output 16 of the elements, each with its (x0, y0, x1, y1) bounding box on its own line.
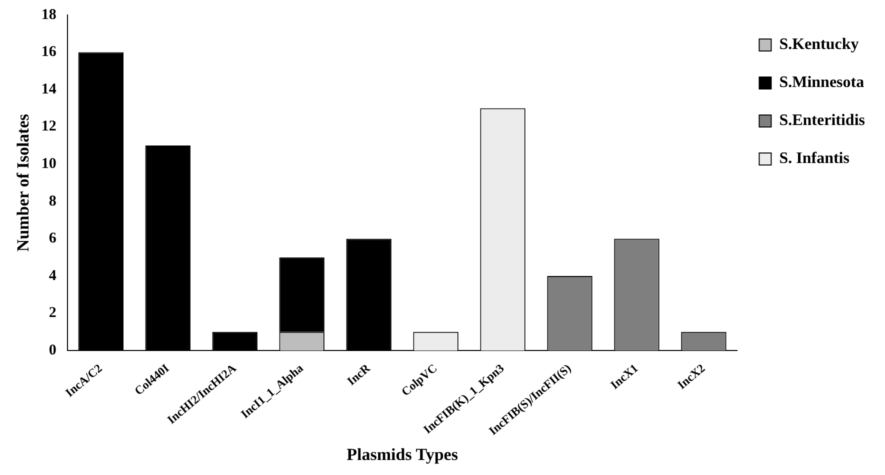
y-tick-label: 12 (41, 118, 56, 135)
legend-label: S.Minnesota (779, 74, 864, 92)
y-tick-label: 6 (48, 230, 57, 247)
y-tick-label: 2 (48, 305, 56, 322)
legend-label: S.Kentucky (779, 36, 859, 54)
legend-label: S.Enteritidis (779, 112, 866, 130)
y-tick-label: 0 (48, 342, 56, 358)
y-tick-label: 16 (41, 44, 57, 60)
x-axis-title: Plasmids Types (346, 445, 458, 464)
y-tick-label: 10 (41, 156, 56, 172)
legend-label: S. Infantis (779, 150, 850, 168)
y-tick-label: 18 (41, 6, 56, 23)
y-tick-label: 14 (41, 81, 57, 98)
y-tick-label: 8 (48, 193, 56, 210)
y-tick-label: 4 (48, 268, 57, 284)
y-axis-title: Number of Isolates (14, 114, 33, 252)
